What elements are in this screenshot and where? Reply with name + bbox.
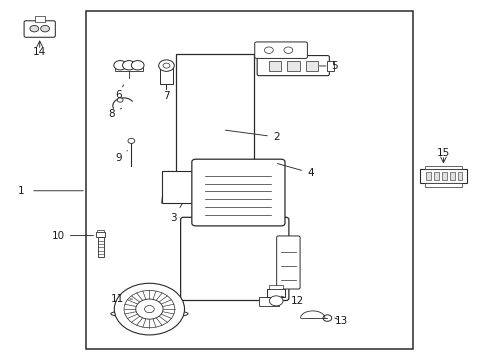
- Circle shape: [128, 138, 135, 143]
- Circle shape: [323, 315, 331, 321]
- FancyBboxPatch shape: [276, 236, 300, 289]
- FancyBboxPatch shape: [24, 21, 55, 37]
- Circle shape: [136, 299, 163, 319]
- FancyBboxPatch shape: [180, 217, 288, 301]
- FancyBboxPatch shape: [257, 55, 329, 76]
- Bar: [287, 61, 299, 71]
- FancyBboxPatch shape: [191, 159, 285, 226]
- Bar: [327, 60, 333, 71]
- Bar: [269, 285, 283, 289]
- Bar: [457, 172, 462, 180]
- Text: 4: 4: [277, 163, 313, 178]
- Bar: [268, 61, 281, 71]
- Text: 1: 1: [18, 186, 24, 196]
- Bar: [305, 61, 318, 71]
- Bar: [97, 230, 104, 232]
- Text: 7: 7: [163, 86, 169, 101]
- Circle shape: [117, 98, 123, 102]
- Circle shape: [114, 283, 184, 335]
- Circle shape: [158, 60, 174, 71]
- Text: 8: 8: [108, 108, 122, 119]
- Circle shape: [163, 63, 169, 68]
- Text: 14: 14: [33, 46, 46, 57]
- Text: 3: 3: [170, 204, 182, 222]
- Circle shape: [122, 60, 135, 70]
- Bar: [98, 237, 103, 257]
- Bar: [433, 172, 438, 180]
- Bar: [419, 169, 466, 183]
- Text: 6: 6: [115, 85, 123, 100]
- Bar: [86, 12, 412, 348]
- Circle shape: [114, 60, 126, 70]
- Circle shape: [284, 47, 292, 53]
- Bar: [441, 172, 446, 180]
- Circle shape: [30, 26, 39, 32]
- FancyBboxPatch shape: [254, 42, 307, 58]
- Bar: [176, 54, 254, 180]
- Circle shape: [264, 47, 273, 53]
- Text: 2: 2: [225, 130, 279, 142]
- Bar: [161, 171, 217, 203]
- Circle shape: [144, 306, 154, 313]
- Bar: [424, 183, 461, 187]
- Text: 5: 5: [319, 61, 337, 71]
- Text: 11: 11: [111, 294, 132, 304]
- Bar: [267, 289, 285, 297]
- Text: 10: 10: [52, 231, 93, 240]
- Bar: [35, 16, 44, 22]
- Text: 12: 12: [281, 296, 303, 306]
- Circle shape: [269, 296, 283, 306]
- Text: 9: 9: [115, 150, 127, 163]
- Bar: [449, 172, 454, 180]
- Bar: [115, 66, 142, 71]
- Circle shape: [41, 26, 49, 32]
- Bar: [426, 172, 430, 180]
- Ellipse shape: [111, 309, 188, 318]
- Bar: [159, 68, 173, 84]
- Text: 15: 15: [436, 148, 449, 158]
- Text: 13: 13: [334, 316, 347, 325]
- Circle shape: [131, 60, 144, 70]
- Bar: [259, 297, 278, 306]
- Bar: [96, 232, 105, 237]
- Bar: [424, 166, 461, 169]
